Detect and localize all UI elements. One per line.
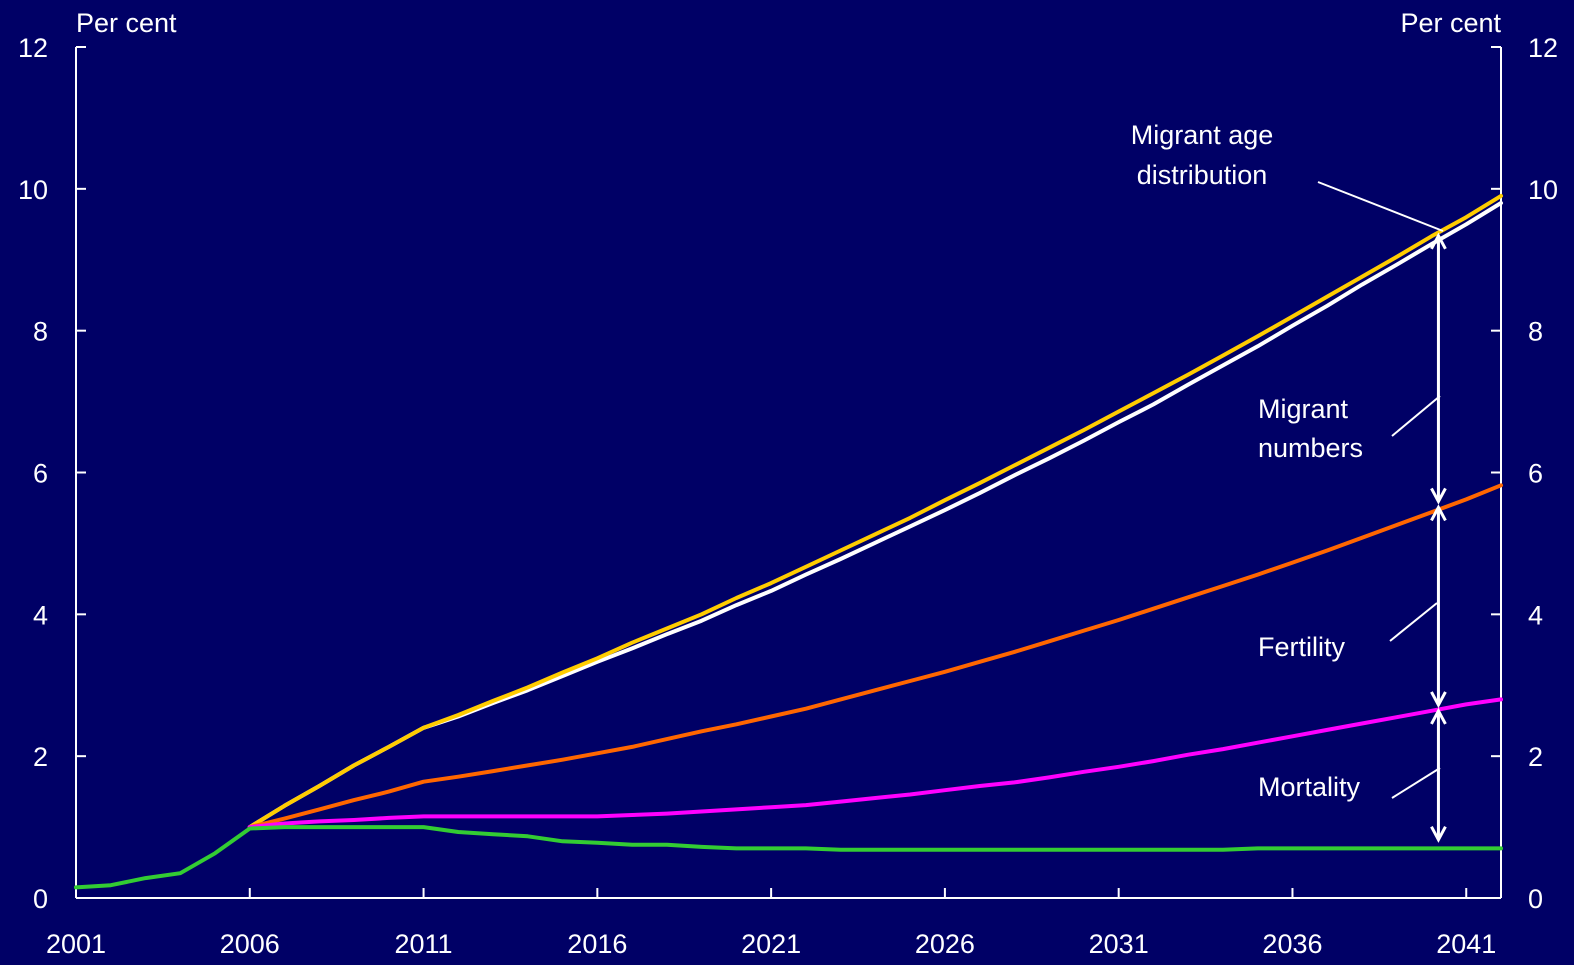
difference-arrowhead-up — [1430, 504, 1447, 522]
migrant-age-leader-line — [1317, 181, 1444, 232]
difference-arrowhead-down — [1430, 691, 1447, 709]
difference-arrowhead-down — [1430, 825, 1447, 843]
difference-arrows — [1430, 232, 1447, 843]
y-tick-label-right: 0 — [1528, 884, 1543, 914]
y-tick-label-left: 10 — [18, 175, 48, 205]
y-tick-label-right: 12 — [1528, 33, 1558, 63]
y-tick-label-right: 2 — [1528, 742, 1543, 772]
tick-marks — [75, 46, 1501, 899]
callouts — [1317, 181, 1444, 799]
series-line-5 — [74, 825, 1503, 890]
x-tick-label: 2021 — [741, 929, 801, 959]
x-tick-label: 2031 — [1089, 929, 1149, 959]
annotation-migrant-numbers-line1: Migrant — [1258, 394, 1349, 424]
y-tick-label-left: 4 — [33, 600, 48, 630]
x-tick-label: 2016 — [567, 929, 627, 959]
annotation-fertility: Fertility — [1258, 632, 1345, 662]
x-tick-label: 2036 — [1262, 929, 1322, 959]
difference-arrowhead-down — [1430, 487, 1447, 505]
difference-arrowhead-up — [1430, 707, 1447, 725]
left-unit-label: Per cent — [76, 8, 177, 38]
y-tick-label-left: 6 — [33, 459, 48, 489]
y-tick-label-left: 12 — [18, 33, 48, 63]
annotation-migrant-age-line1: Migrant age — [1131, 120, 1274, 150]
y-tick-label-right: 8 — [1528, 317, 1543, 347]
annotation-migrant-numbers-line2: numbers — [1258, 433, 1363, 463]
fertility-leader-line — [1389, 602, 1438, 642]
x-tick-label: 2001 — [46, 929, 106, 959]
y-tick-label-right: 6 — [1528, 459, 1543, 489]
y-tick-label-left: 2 — [33, 742, 48, 772]
difference-arrowhead-up — [1430, 232, 1447, 250]
mortality-leader-line — [1391, 767, 1441, 799]
tick-labels: 0 0 2 2 4 4 6 6 8 8 10 10 12 12 2001 2006 2011 2016 2021 20… — [18, 33, 1558, 959]
series-line-2 — [247, 193, 1503, 830]
annotation-migrant-age-line2: distribution — [1137, 160, 1268, 190]
y-tick-label-left: 0 — [33, 884, 48, 914]
x-tick-label: 2011 — [395, 929, 453, 959]
y-tick-label-right: 4 — [1528, 600, 1543, 630]
x-tick-label: 2026 — [915, 929, 975, 959]
series-line-3 — [247, 483, 1503, 830]
y-tick-label-right: 10 — [1528, 175, 1558, 205]
x-tick-label: 2041 — [1436, 929, 1496, 959]
migrant-numbers-leader-line — [1391, 395, 1441, 437]
series-line-4 — [247, 697, 1503, 830]
right-unit-label: Per cent — [1400, 8, 1501, 38]
x-tick-label: 2006 — [220, 929, 280, 959]
annotation-mortality: Mortality — [1258, 772, 1361, 802]
y-tick-label-left: 8 — [33, 317, 48, 347]
series-lines — [74, 193, 1503, 890]
